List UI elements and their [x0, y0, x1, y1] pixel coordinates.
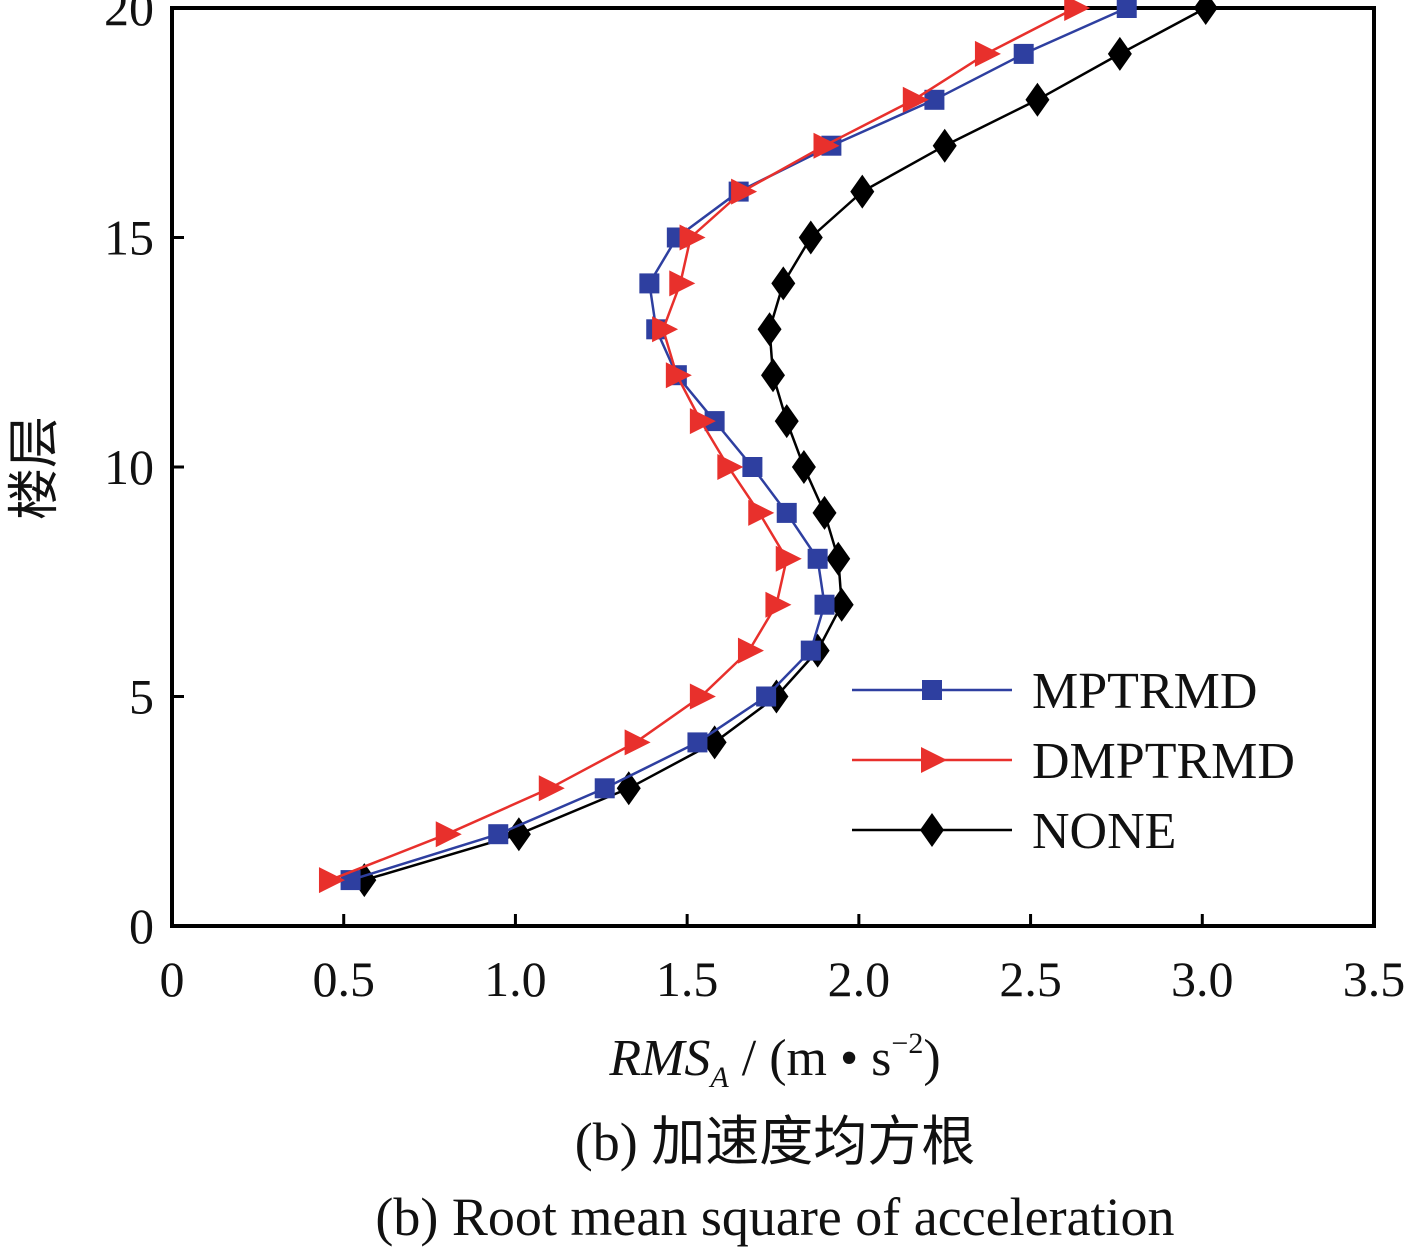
- data-point: [800, 640, 821, 661]
- legend-marker: [921, 747, 947, 773]
- data-point: [776, 502, 797, 523]
- data-point: [1116, 0, 1137, 18]
- x-axis-label-subscript: A: [708, 1061, 729, 1094]
- x-tick-label: 3.0: [1171, 951, 1234, 1007]
- data-point: [798, 220, 823, 255]
- y-tick-label: 20: [104, 0, 154, 36]
- data-point: [639, 273, 660, 294]
- legend-label: DMPTRMD: [1032, 733, 1295, 790]
- data-point: [902, 86, 929, 113]
- y-axis-label: 楼层: [7, 416, 64, 520]
- data-point: [506, 817, 531, 852]
- data-point: [807, 548, 828, 569]
- legend-item-dmptrmd: DMPTRMD: [852, 733, 1295, 790]
- data-point: [689, 683, 716, 710]
- data-point: [1025, 82, 1050, 117]
- data-point: [775, 545, 802, 572]
- data-point: [765, 591, 792, 618]
- legend-marker: [922, 680, 942, 700]
- legend-marker: [920, 813, 944, 847]
- data-point: [924, 89, 945, 110]
- data-point: [756, 686, 777, 707]
- data-point: [932, 128, 957, 163]
- axis-ticks: 0 0.5 1.0 1.5 2.0 2.5 3.0 3.5 0 5 10 15 20: [104, 0, 1405, 1007]
- data-point: [774, 404, 799, 439]
- data-point: [791, 450, 816, 484]
- series-line: [350, 6, 1128, 882]
- legend-label: NONE: [1032, 803, 1176, 860]
- y-tick-label: 5: [129, 669, 154, 725]
- data-point: [1107, 36, 1132, 71]
- data-point: [594, 778, 615, 799]
- data-point: [742, 457, 763, 477]
- data-point: [652, 316, 679, 343]
- data-point: [538, 775, 565, 802]
- data-point: [318, 867, 345, 894]
- data-point: [850, 174, 875, 209]
- x-axis-label-unit-exponent: −2: [891, 1027, 923, 1060]
- data-point: [771, 266, 796, 301]
- series-layer: [318, 0, 1218, 898]
- y-tick-label: 0: [129, 898, 154, 954]
- data-point: [665, 362, 692, 389]
- x-axis-label-unit-prefix: / (m • s: [729, 1030, 892, 1087]
- y-tick-label: 10: [104, 439, 154, 495]
- series-none: [352, 0, 1218, 898]
- x-axis-label-unit-suffix: ): [923, 1030, 940, 1087]
- data-point: [812, 495, 837, 530]
- data-point: [737, 637, 764, 664]
- x-axis-label: RMSA / (m • s−2): [608, 1027, 940, 1094]
- x-tick-label: 0: [160, 951, 185, 1007]
- series-line: [329, 6, 1076, 882]
- data-point: [731, 178, 758, 205]
- data-point: [679, 224, 706, 251]
- data-point: [689, 408, 716, 435]
- data-point: [1013, 43, 1034, 64]
- y-tick-label: 15: [104, 210, 154, 266]
- legend-item-none: NONE: [852, 803, 1176, 860]
- x-tick-label: 1.0: [484, 951, 547, 1007]
- x-tick-label: 3.5: [1343, 951, 1406, 1007]
- data-point: [435, 821, 462, 848]
- series-dmptrmd: [318, 0, 1091, 894]
- x-tick-label: 1.5: [656, 951, 719, 1007]
- series-line: [363, 6, 1207, 882]
- data-point: [826, 541, 851, 576]
- series-mptrmd: [340, 0, 1137, 891]
- data-point: [829, 587, 854, 622]
- legend-item-mptrmd: MPTRMD: [852, 663, 1257, 720]
- legend-label: MPTRMD: [1032, 663, 1257, 720]
- x-tick-label: 2.5: [999, 951, 1062, 1007]
- data-point: [488, 824, 509, 845]
- data-point: [813, 132, 840, 159]
- data-point: [1064, 0, 1091, 21]
- x-tick-label: 0.5: [312, 951, 375, 1007]
- data-point: [624, 729, 651, 756]
- data-point: [669, 270, 696, 297]
- x-axis-label-main: RMS: [608, 1030, 710, 1087]
- data-point: [748, 499, 775, 526]
- caption-chinese: (b) 加速度均方根: [575, 1112, 975, 1172]
- data-point: [814, 594, 835, 615]
- data-point: [717, 454, 744, 480]
- legend: MPTRMD DMPTRMD NONE: [852, 663, 1295, 860]
- data-point: [1193, 0, 1218, 25]
- data-point: [757, 312, 782, 347]
- caption-english: (b) Root mean square of acceleration: [375, 1187, 1174, 1247]
- data-point: [761, 358, 785, 393]
- x-tick-label: 2.0: [828, 951, 891, 1007]
- data-point: [974, 40, 1001, 67]
- data-point: [687, 732, 708, 753]
